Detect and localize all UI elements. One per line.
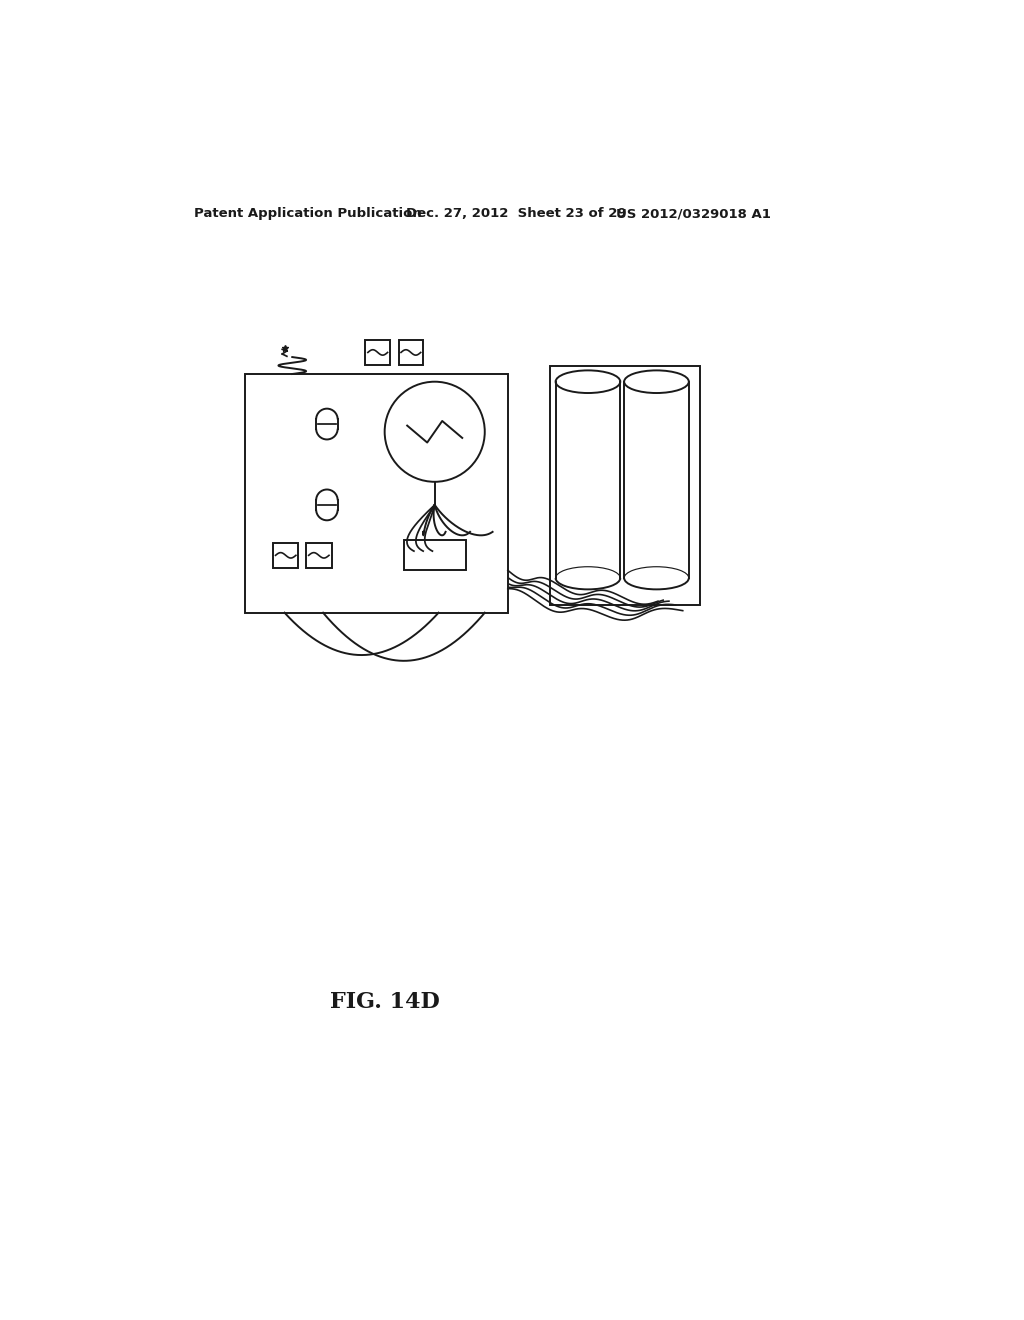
Text: US 2012/0329018 A1: US 2012/0329018 A1	[615, 207, 770, 220]
Text: Dec. 27, 2012  Sheet 23 of 29: Dec. 27, 2012 Sheet 23 of 29	[407, 207, 627, 220]
Bar	[398, 341, 423, 364]
Bar	[550, 367, 700, 605]
Bar	[273, 543, 298, 568]
Bar	[306, 543, 332, 568]
Bar	[245, 374, 508, 612]
Text: FIG. 14D: FIG. 14D	[330, 990, 439, 1012]
Bar	[366, 341, 390, 364]
Bar	[403, 540, 466, 570]
Text: Patent Application Publication: Patent Application Publication	[194, 207, 422, 220]
